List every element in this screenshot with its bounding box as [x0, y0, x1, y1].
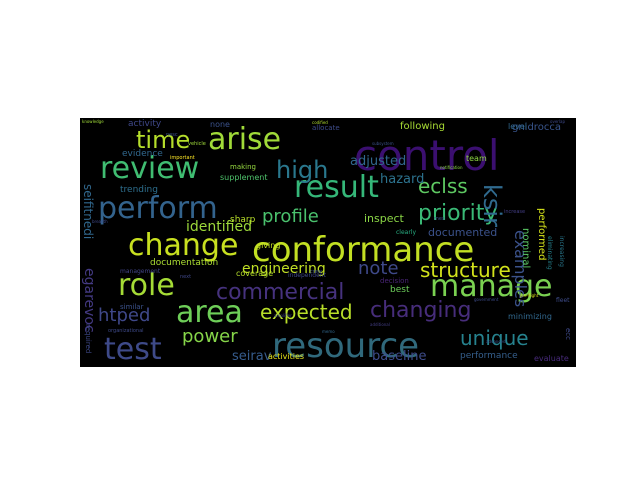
cloud-word: best: [390, 285, 410, 295]
cloud-word: coverage: [236, 269, 274, 278]
cloud-word: independent: [288, 272, 326, 279]
cloud-word: vehicle: [188, 141, 206, 147]
cloud-word: increasing: [558, 236, 565, 267]
cloud-word: eclss: [418, 174, 468, 198]
cloud-word: crew: [310, 269, 322, 275]
cloud-word: supplement: [220, 173, 268, 182]
cloud-word: minimizing: [508, 312, 552, 321]
cloud-word: evidence: [122, 149, 163, 159]
cloud-word: organizational: [108, 328, 144, 334]
cloud-word: notification: [440, 165, 463, 170]
cloud-word: giving: [256, 241, 281, 250]
cloud-word: breadth: [92, 219, 108, 224]
cloud-word: increase: [504, 209, 526, 215]
cloud-word: overlap: [550, 119, 566, 124]
cloud-word: eliminating: [546, 236, 553, 270]
cloud-word: time: [136, 126, 191, 154]
cloud-word: arise: [208, 122, 282, 157]
cloud-word: performance: [460, 351, 518, 361]
cloud-word: baseline: [372, 349, 427, 364]
cloud-word: unique: [460, 326, 529, 350]
cloud-word: resource: [272, 326, 420, 366]
cloud-word: seifitnedi: [81, 184, 95, 240]
cloud-word: amplifier: [274, 313, 292, 318]
cloud-word: government: [474, 297, 499, 302]
cloud-word: inspect: [364, 212, 404, 225]
cloud-word: role: [118, 268, 175, 303]
cloud-word: clearly: [396, 229, 417, 236]
cloud-word: decision: [380, 277, 409, 285]
cloud-word: next: [180, 274, 192, 280]
cloud-word: control: [354, 131, 500, 180]
cloud-word: similar: [120, 303, 144, 311]
cloud-word: note: [358, 258, 399, 279]
cloud-word: mes: [434, 216, 445, 222]
cloud-word: level: [508, 122, 528, 131]
cloud-word: evaluate: [534, 354, 569, 363]
cloud-word: following: [400, 121, 445, 132]
cloud-word: change: [128, 228, 239, 263]
word-cloud: control conformance resource manage change te…: [80, 118, 576, 367]
cloud-word: power: [182, 326, 238, 347]
cloud-word: ksir: [478, 184, 506, 227]
cloud-word: sharp: [230, 215, 256, 225]
cloud-word: conformance: [252, 230, 475, 270]
cloud-word: result: [294, 170, 379, 205]
cloud-word: perform: [98, 191, 218, 226]
cloud-word: profile: [262, 206, 319, 227]
cloud-word: additional: [370, 322, 390, 327]
cloud-word: pre-flight: [520, 293, 539, 298]
cloud-word: high: [276, 156, 329, 184]
cloud-word: structure: [420, 258, 511, 282]
cloud-word: fleet: [556, 297, 570, 304]
cloud-word: management: [120, 268, 161, 275]
cloud-word: activity: [128, 119, 162, 129]
cloud-word: documented: [428, 226, 498, 239]
cloud-word: advanced: [486, 339, 506, 344]
cloud-word: nominal: [520, 228, 531, 269]
cloud-word: performed: [536, 208, 547, 261]
cloud-word: allocate: [312, 124, 340, 132]
cloud-word: area: [176, 295, 243, 330]
cloud-word: ecc: [564, 328, 572, 341]
cloud-word: knowledge: [82, 119, 104, 124]
cloud-word: engineering: [242, 261, 326, 277]
cloud-word: expected: [260, 300, 353, 324]
cloud-word: commercial: [216, 280, 345, 305]
cloud-word: changing: [370, 298, 472, 323]
cloud-word: team: [466, 154, 487, 163]
cloud-word: documentation: [150, 258, 219, 268]
cloud-word: trending: [120, 185, 158, 195]
cloud-word: seirav: [232, 349, 272, 364]
cloud-word: required: [84, 324, 92, 354]
cloud-word: memo: [322, 329, 335, 334]
cloud-word: none: [210, 120, 230, 129]
cloud-word: manage: [430, 269, 553, 304]
cloud-word: identified: [186, 219, 252, 235]
cloud-word: subsystem: [372, 141, 394, 146]
cloud-word: priority: [418, 201, 498, 226]
cloud-word: activities: [268, 352, 305, 361]
cloud-word: important: [170, 155, 195, 161]
cloud-word: gnidrocca: [512, 122, 561, 133]
cloud-word: htped: [98, 305, 151, 326]
cloud-word: nesc: [166, 132, 178, 138]
cloud-word: test: [104, 332, 162, 367]
cloud-word: codified: [312, 120, 328, 125]
cloud-word: egarevoc: [81, 268, 97, 333]
cloud-word: review: [100, 151, 200, 186]
cloud-word: adjusted: [350, 154, 407, 169]
cloud-word: hazard: [380, 172, 425, 187]
cloud-word: making: [230, 163, 256, 171]
